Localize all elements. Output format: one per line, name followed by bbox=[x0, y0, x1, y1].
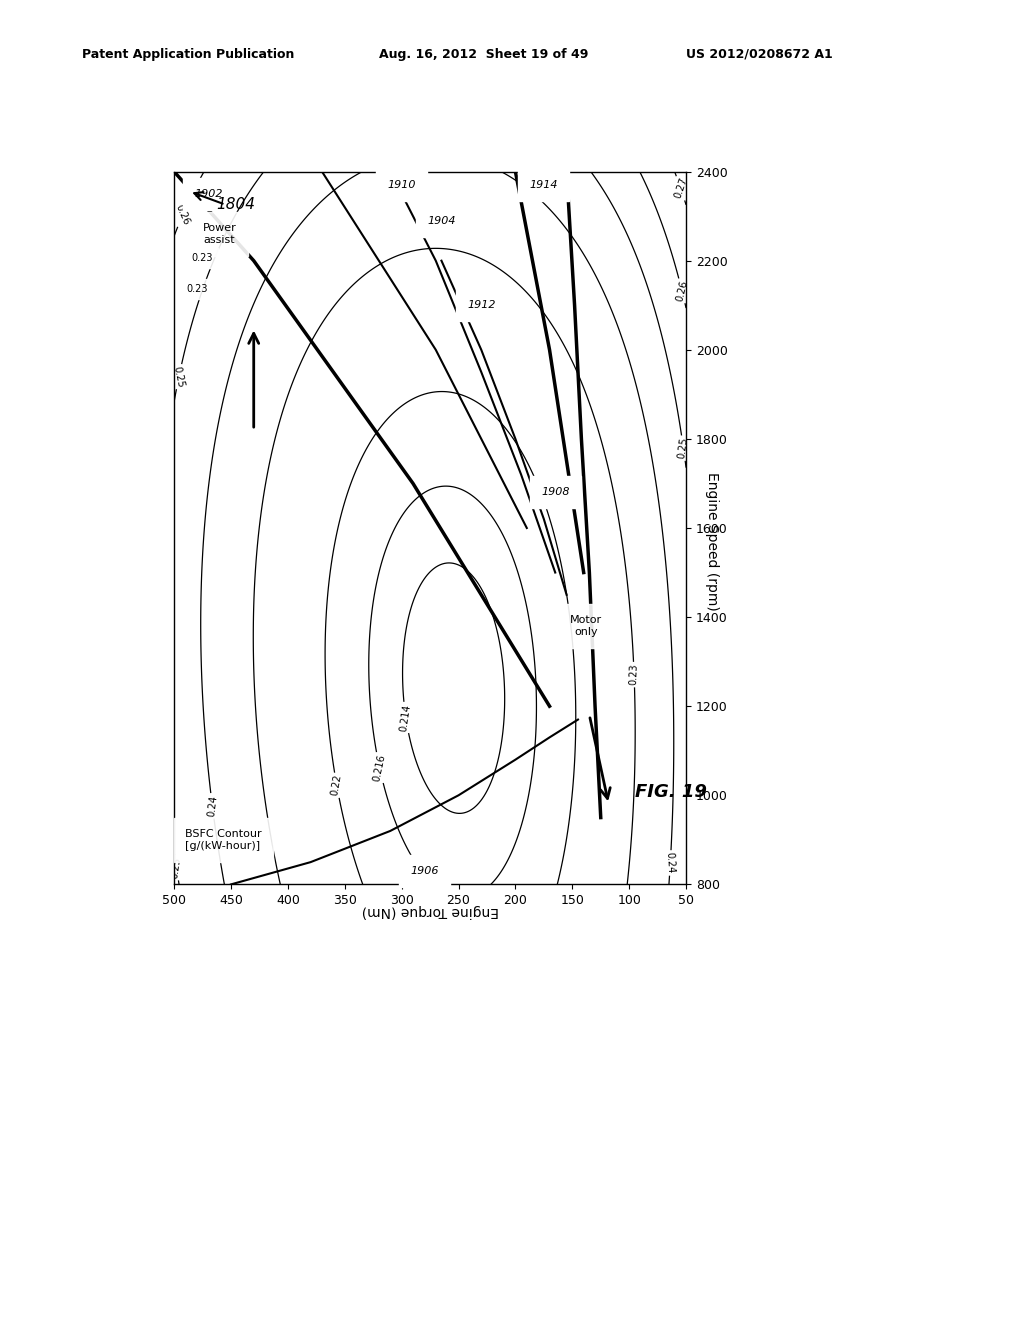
Text: 0.23: 0.23 bbox=[186, 284, 208, 294]
Text: 0.23: 0.23 bbox=[191, 252, 213, 263]
Text: 1902: 1902 bbox=[194, 189, 222, 199]
Text: 0.25: 0.25 bbox=[170, 857, 183, 879]
Text: Engine Torque (Nm): Engine Torque (Nm) bbox=[361, 904, 499, 919]
Text: 1908: 1908 bbox=[541, 487, 569, 498]
Text: Power
assist: Power assist bbox=[203, 223, 237, 244]
Text: 1804: 1804 bbox=[216, 197, 255, 213]
Text: 0.24: 0.24 bbox=[206, 795, 219, 817]
Text: Aug. 16, 2012  Sheet 19 of 49: Aug. 16, 2012 Sheet 19 of 49 bbox=[379, 48, 588, 61]
Text: Motor
only: Motor only bbox=[570, 615, 602, 636]
Text: 1910: 1910 bbox=[387, 180, 416, 190]
Text: 0.26: 0.26 bbox=[675, 279, 689, 302]
Text: 1906: 1906 bbox=[411, 866, 438, 876]
Text: Engine Speed (rpm): Engine Speed (rpm) bbox=[705, 471, 719, 611]
Text: FIG. 19: FIG. 19 bbox=[635, 783, 707, 801]
Text: 0.214: 0.214 bbox=[399, 704, 413, 731]
Text: 0.25: 0.25 bbox=[677, 437, 690, 459]
Text: 1914: 1914 bbox=[529, 180, 558, 190]
Text: Patent Application Publication: Patent Application Publication bbox=[82, 48, 294, 61]
Text: 0.22: 0.22 bbox=[330, 774, 344, 797]
Text: 1904: 1904 bbox=[427, 215, 456, 226]
Text: 1912: 1912 bbox=[467, 300, 496, 310]
Text: 0.24: 0.24 bbox=[665, 851, 676, 874]
Text: 0.26: 0.26 bbox=[174, 203, 191, 227]
Text: US 2012/0208672 A1: US 2012/0208672 A1 bbox=[686, 48, 833, 61]
Text: BSFC Contour
[g/(kW-hour)]: BSFC Contour [g/(kW-hour)] bbox=[185, 829, 262, 850]
Text: 0.27: 0.27 bbox=[673, 177, 689, 201]
Text: 0.25: 0.25 bbox=[172, 366, 186, 388]
Text: 0.216: 0.216 bbox=[372, 752, 387, 783]
Text: 0.23: 0.23 bbox=[629, 664, 639, 685]
